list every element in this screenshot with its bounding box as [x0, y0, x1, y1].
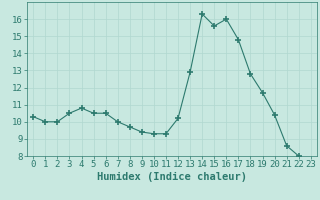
X-axis label: Humidex (Indice chaleur): Humidex (Indice chaleur) [97, 172, 247, 182]
